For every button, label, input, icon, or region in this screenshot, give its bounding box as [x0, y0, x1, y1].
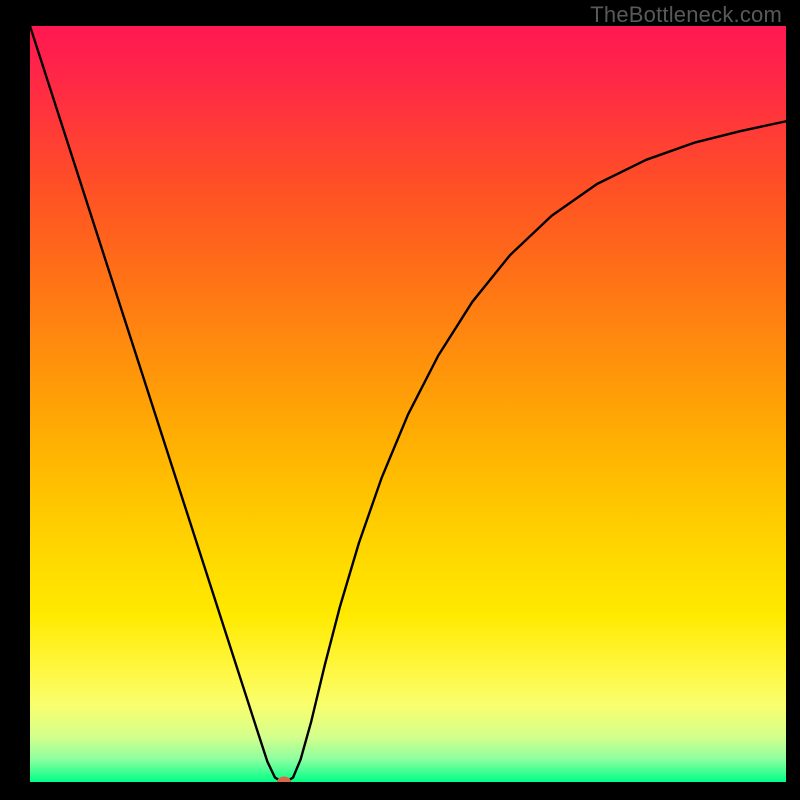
chart-container: TheBottleneck.com	[0, 0, 800, 800]
plot-svg	[30, 26, 786, 782]
plot-area	[30, 26, 786, 782]
watermark-text: TheBottleneck.com	[590, 2, 782, 28]
gradient-background	[30, 26, 786, 782]
